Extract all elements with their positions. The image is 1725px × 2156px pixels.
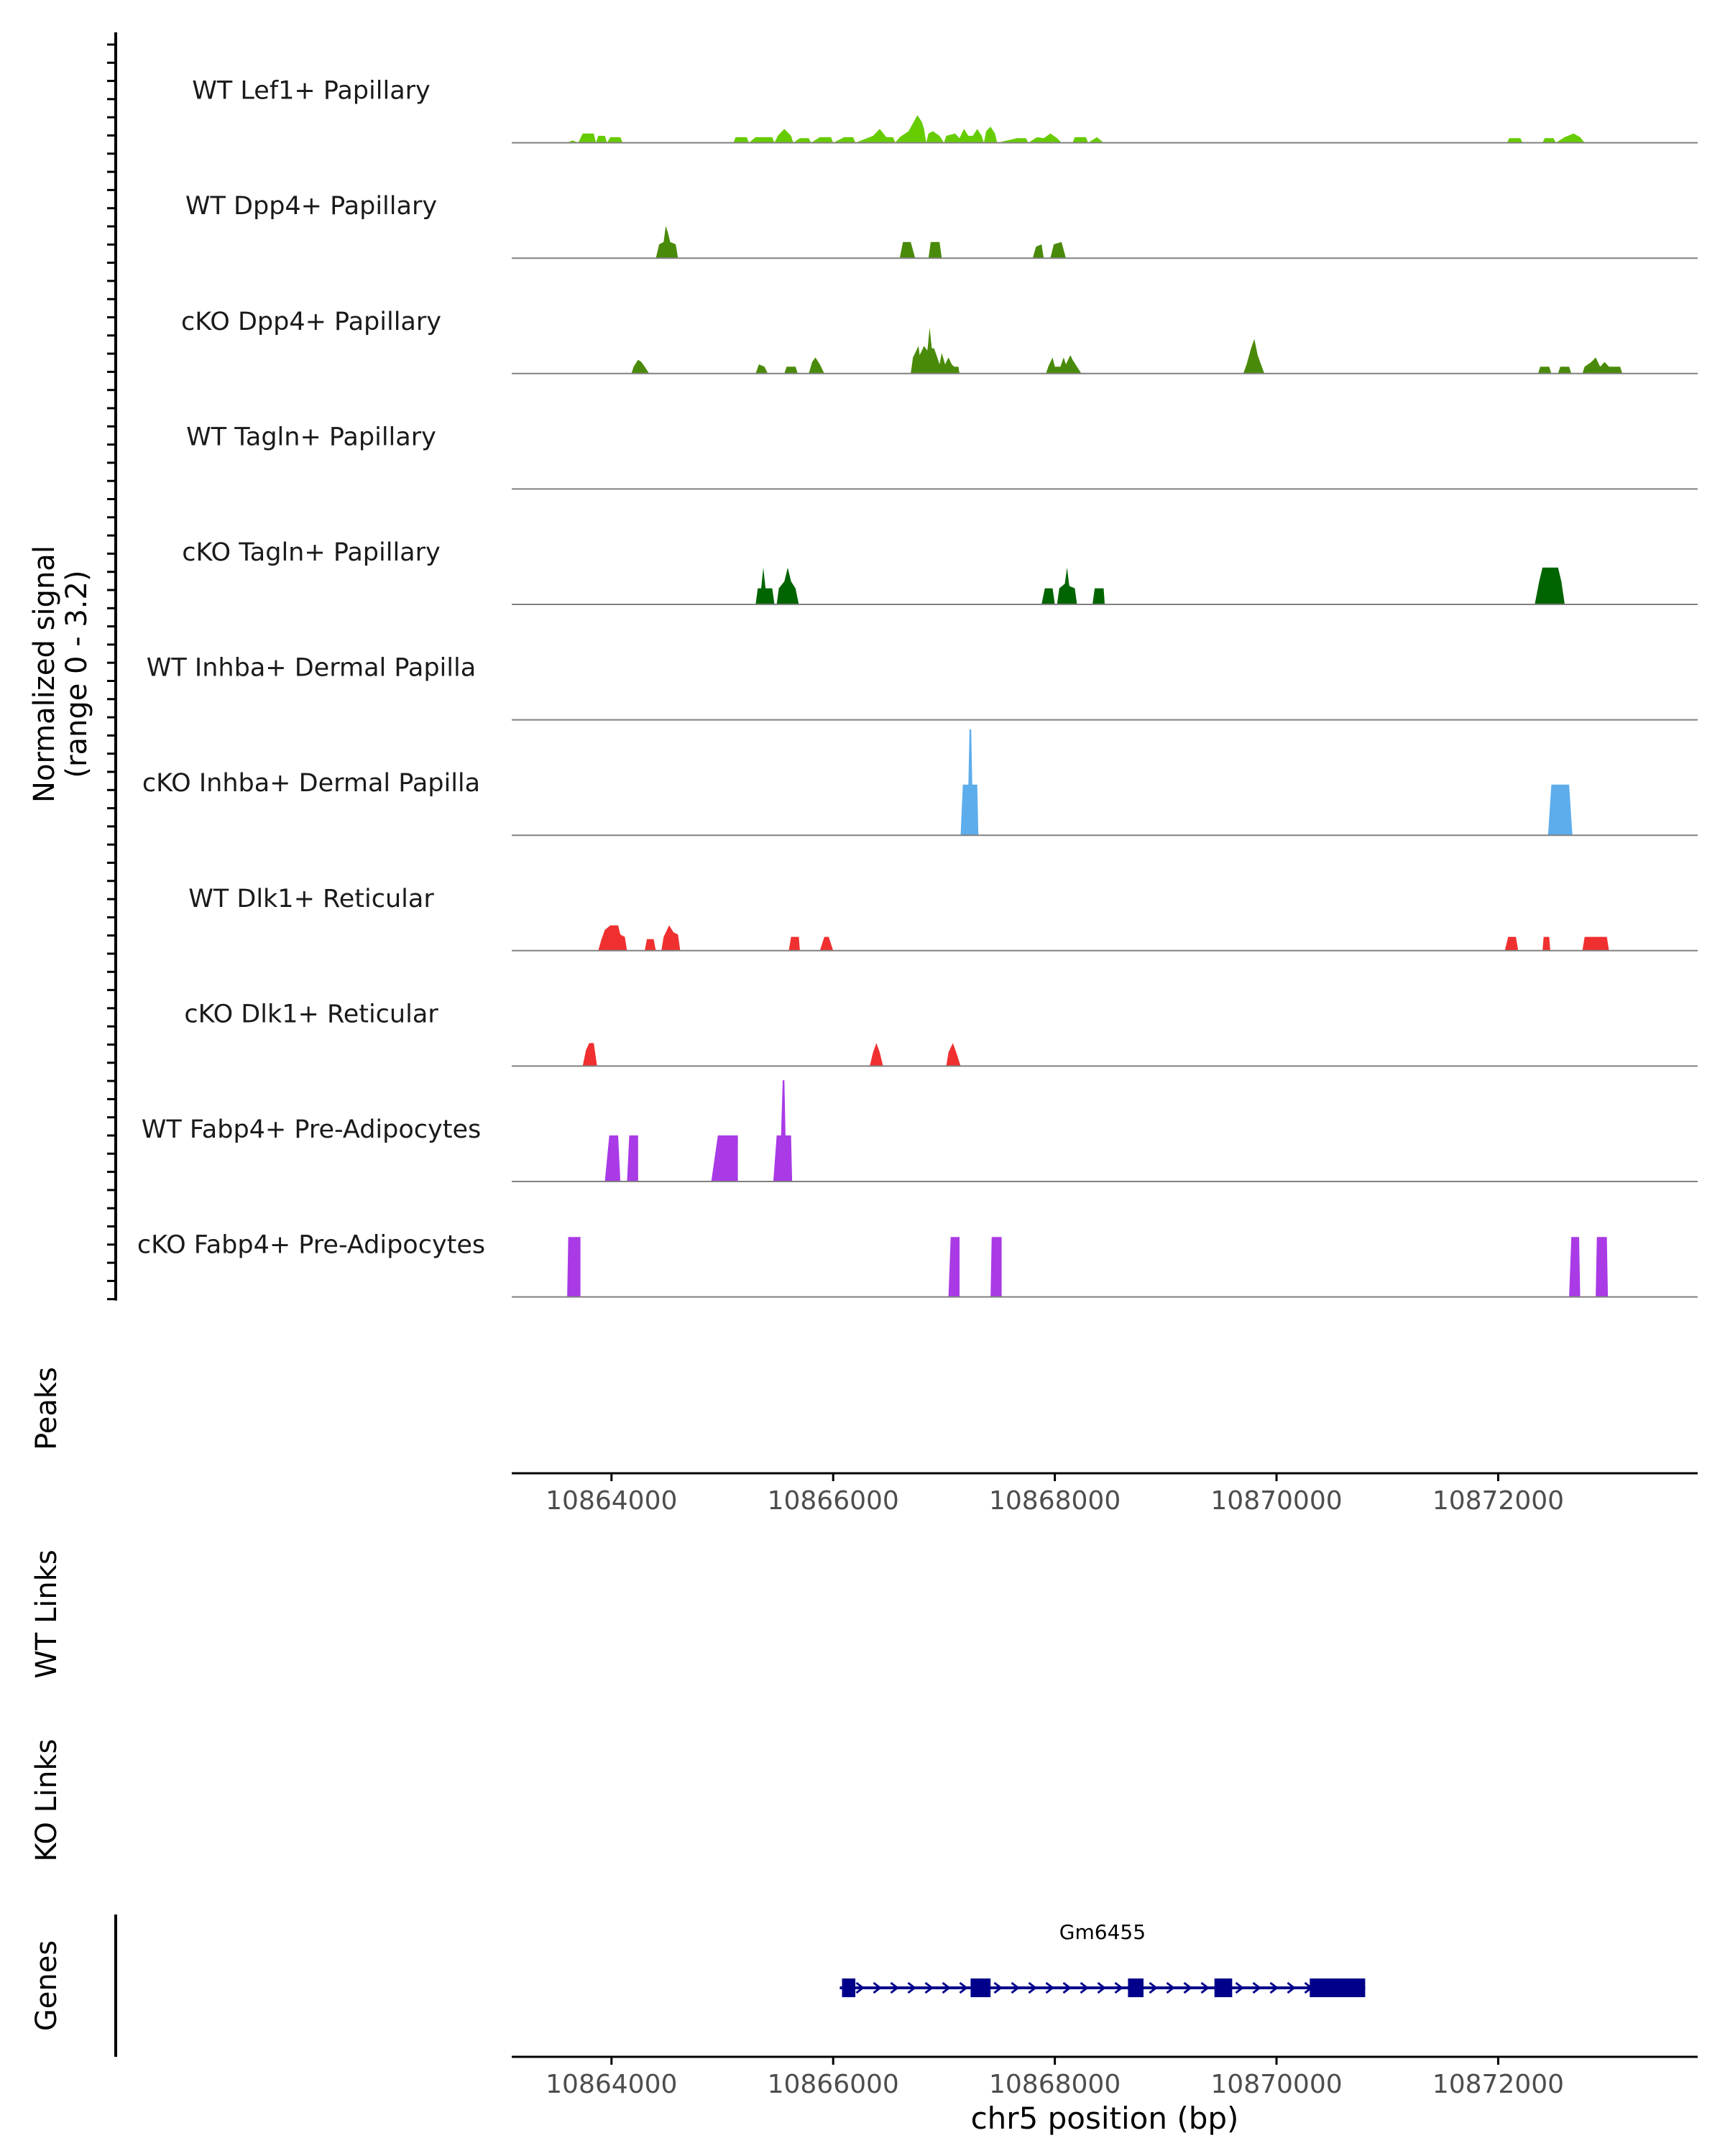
track-label: WT Dpp4+ Papillary [185, 192, 437, 221]
genes-x-tick-label: 10870000 [1210, 2070, 1342, 2099]
coverage-signal-area [567, 115, 1585, 143]
peaks-x-tick-label: 10866000 [768, 1486, 899, 1516]
track-label: cKO Tagln+ Papillary [182, 538, 441, 567]
track-10: WT Fabp4+ Pre-Adipocytes [142, 1080, 1698, 1182]
genes-x-tick-label: 10866000 [768, 2070, 899, 2099]
strand-arrow [1045, 1981, 1054, 1994]
track-5: cKO Tagln+ Papillary [182, 538, 1698, 605]
coverage-signal-area [631, 327, 1623, 374]
coverage-y-axis-range: (range 0 - 3.2) [60, 570, 93, 778]
peaks-x-tick-label: 10870000 [1210, 1486, 1342, 1516]
coverage-signal-area [567, 1237, 1609, 1297]
gene-exon [1128, 1978, 1144, 1997]
track-label: WT Inhba+ Dermal Papilla [147, 654, 476, 683]
strand-arrow [1062, 1981, 1072, 1994]
peaks-x-tick-label: 10868000 [989, 1486, 1121, 1516]
strand-arrow [942, 1981, 951, 1994]
ko-links-track-label: KO Links [30, 1739, 63, 1862]
peaks-x-tick-label: 10872000 [1432, 1486, 1564, 1516]
peaks-x-tick-label: 10864000 [546, 1486, 677, 1516]
strand-arrow [907, 1981, 916, 1994]
track-label: cKO Dlk1+ Reticular [184, 1000, 438, 1028]
track-4: WT Tagln+ Papillary [186, 423, 1698, 490]
coverage-signal-area [755, 567, 1565, 604]
track-label: WT Fabp4+ Pre-Adipocytes [142, 1115, 481, 1144]
strand-arrow [924, 1981, 934, 1994]
coverage-signal-area [582, 1043, 961, 1067]
coverage-signal-area [598, 925, 1609, 951]
genes-x-tick-label: 10864000 [546, 2070, 677, 2099]
strand-arrow [1269, 1981, 1279, 1994]
strand-arrow [1114, 1981, 1123, 1994]
peaks-track-label: Peaks [30, 1367, 63, 1450]
strand-arrow [1235, 1981, 1244, 1994]
genes-x-tick-label: 10868000 [989, 2070, 1121, 2099]
gene-exon [1310, 1978, 1366, 1997]
track-label: cKO Fabp4+ Pre-Adipocytes [137, 1231, 485, 1260]
track-1: WT Lef1+ Papillary [192, 77, 1698, 144]
strand-arrow [959, 1981, 968, 1994]
strand-arrow [855, 1981, 865, 1994]
genes-x-tick-label: 10872000 [1432, 2070, 1564, 2099]
strand-arrow [993, 1981, 1003, 1994]
genes-panel: 10864000 10866000 10868000 10870000 10872000… [114, 1915, 1698, 2099]
track-3: cKO Dpp4+ Papillary [181, 308, 1698, 374]
track-2: WT Dpp4+ Papillary [185, 192, 1698, 259]
coverage-signal-area [604, 1080, 793, 1181]
track-label: WT Dlk1+ Reticular [188, 885, 434, 913]
coverage-y-axis-label: Normalized signal [28, 545, 61, 803]
track-label: cKO Inhba+ Dermal Papilla [142, 769, 480, 798]
gene-exon [970, 1978, 991, 1997]
strand-arrow [1166, 1981, 1175, 1994]
coverage-signal-area [960, 729, 1573, 836]
strand-arrow [1097, 1981, 1106, 1994]
strand-arrow [1080, 1981, 1089, 1994]
gene-name-label: Gm6455 [1059, 1920, 1146, 1944]
strand-arrow [1200, 1981, 1210, 1994]
track-label: cKO Dpp4+ Papillary [181, 308, 441, 336]
strand-arrow [1028, 1981, 1037, 1994]
coverage-panel: WT Lef1+ Papillary WT Dpp4+ Papillary cKO … [107, 32, 1698, 1301]
peaks-panel: 10864000 10866000 10868000 10870000 10872000 [512, 1472, 1698, 1516]
track-6: WT Inhba+ Dermal Papilla [147, 654, 1698, 721]
track-8: WT Dlk1+ Reticular [188, 885, 1698, 952]
track-label: WT Lef1+ Papillary [192, 77, 431, 106]
strand-arrow [890, 1981, 899, 1994]
coverage-signal-area [656, 226, 1066, 259]
gene-exon [842, 1978, 856, 1997]
strand-arrow [1011, 1981, 1020, 1994]
track-7: cKO Inhba+ Dermal Papilla [142, 729, 1698, 837]
strand-arrow [1287, 1981, 1296, 1994]
track-11: cKO Fabp4+ Pre-Adipocytes [137, 1231, 1698, 1298]
strand-arrow [1149, 1981, 1158, 1994]
gene-exon [1214, 1978, 1233, 1997]
track-label: WT Tagln+ Papillary [186, 423, 436, 451]
strand-arrow [1252, 1981, 1261, 1994]
x-axis-title: chr5 position (bp) [971, 2101, 1239, 2136]
gene-model: Gm6455 [840, 1920, 1366, 1997]
track-9: cKO Dlk1+ Reticular [184, 1000, 1698, 1067]
wt-links-track-label: WT Links [30, 1549, 63, 1678]
strand-arrow [1183, 1981, 1192, 1994]
genes-track-label: Genes [30, 1940, 63, 2031]
strand-arrow [873, 1981, 882, 1994]
